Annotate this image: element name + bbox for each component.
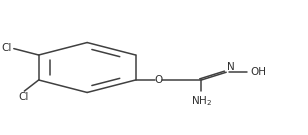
Text: OH: OH	[250, 67, 266, 77]
Text: Cl: Cl	[1, 43, 12, 53]
Text: O: O	[154, 75, 162, 85]
Text: Cl: Cl	[18, 92, 29, 102]
Text: N: N	[227, 62, 235, 72]
Text: NH$_2$: NH$_2$	[191, 94, 212, 108]
